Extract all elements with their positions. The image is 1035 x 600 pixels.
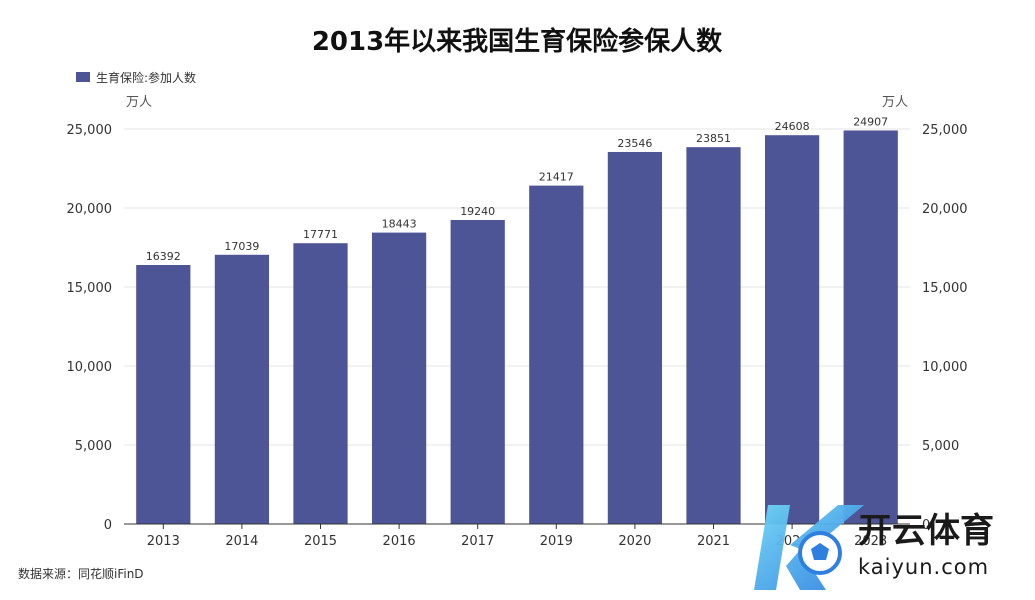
watermark-en: kaiyun.com [858, 555, 989, 579]
x-tick-label: 2016 [383, 534, 416, 549]
data-label: 24608 [775, 120, 810, 133]
legend-label: 生育保险:参加人数 [96, 70, 196, 85]
x-tick-label: 2017 [461, 534, 494, 549]
data-label: 16392 [146, 250, 181, 263]
bar [293, 243, 348, 524]
bar [686, 147, 741, 524]
x-tick-label: 2013 [147, 534, 180, 549]
y-tick-left: 25,000 [67, 123, 113, 138]
data-label: 23851 [696, 132, 731, 145]
y-tick-left: 20,000 [67, 202, 113, 217]
x-tick-label: 2023 [854, 534, 887, 549]
x-tick-label: 2021 [697, 534, 730, 549]
bar [607, 151, 663, 524]
x-tick-label: 2014 [225, 534, 258, 549]
bar [764, 135, 820, 524]
data-label: 17771 [303, 228, 338, 241]
x-tick-label: 2015 [304, 534, 337, 549]
bar [529, 185, 584, 525]
bar [371, 232, 427, 525]
data-label: 23546 [617, 137, 652, 150]
x-tick-label: 2020 [618, 534, 651, 549]
y-axis-unit-left: 万人 [126, 95, 152, 110]
source-note: 数据来源：同花顺iFinD [18, 566, 144, 581]
data-label: 24907 [853, 115, 888, 128]
y-tick-left: 15,000 [67, 281, 113, 296]
watermark-logo: 开云体育 kaiyun.com [754, 505, 994, 590]
legend: 生育保险:参加人数 [76, 70, 196, 85]
y-tick-right: 5,000 [922, 439, 959, 454]
data-label: 18443 [382, 218, 417, 231]
legend-swatch [76, 72, 90, 82]
watermark-ball-pattern-icon [811, 543, 829, 560]
bars [136, 130, 898, 525]
data-label: 21417 [539, 171, 574, 184]
y-tick-right: 0 [922, 518, 930, 533]
bar [214, 254, 270, 524]
x-tick-label: 2019 [540, 534, 573, 549]
y-tick-right: 20,000 [922, 202, 968, 217]
y-tick-left: 5,000 [75, 439, 112, 454]
y-axis-left-ticks: 0 5,000 10,000 15,000 20,000 25,000 [67, 123, 113, 533]
bar [136, 265, 191, 524]
chart-title: 2013年以来我国生育保险参保人数 [312, 26, 723, 57]
y-axis-right-ticks: 0 5,000 10,000 15,000 20,000 25,000 [922, 123, 968, 533]
bar [843, 130, 898, 524]
watermark-cn: 开云体育 [858, 511, 994, 551]
y-tick-right: 15,000 [922, 281, 968, 296]
bar [450, 220, 505, 524]
y-tick-right: 10,000 [922, 360, 968, 375]
data-label: 19240 [460, 205, 495, 218]
y-tick-right: 25,000 [922, 123, 968, 138]
y-axis-unit-right: 万人 [882, 95, 908, 110]
y-tick-left: 10,000 [67, 360, 113, 375]
data-label: 17039 [224, 240, 259, 253]
data-labels: 16392 17039 17771 18443 19240 21417 23546 23851… [146, 115, 888, 263]
y-tick-left: 0 [104, 518, 112, 533]
